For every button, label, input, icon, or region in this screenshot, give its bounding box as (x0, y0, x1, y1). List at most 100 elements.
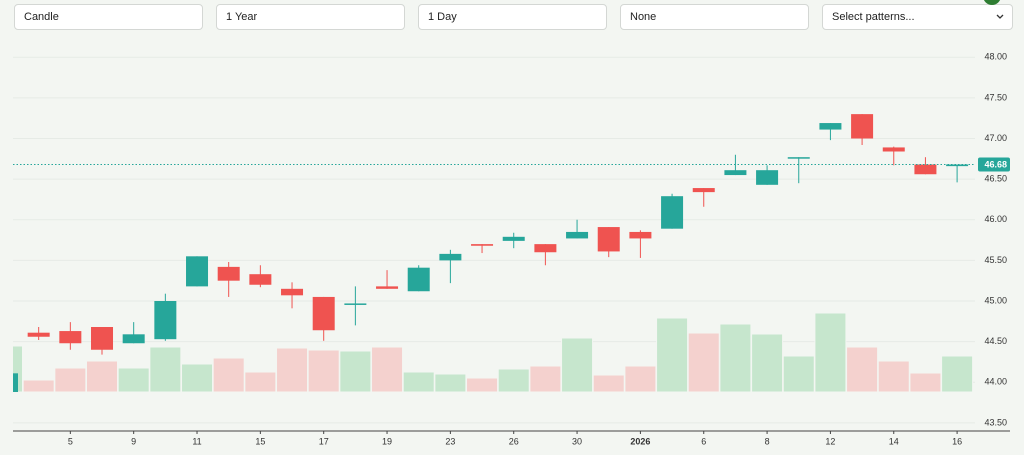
candle-body (534, 244, 557, 253)
volume-bar (846, 346, 879, 393)
y-tick-label: 47.00 (984, 133, 1007, 143)
axes: 48.00 47.50 47.00 46.50 46.00 45.50 45.00 44.50… (68, 52, 1010, 446)
volume-bar (656, 317, 689, 393)
candle-body (249, 274, 272, 285)
x-tick-label: 2026 (630, 436, 650, 446)
pattern-select[interactable]: Select patterns... (822, 4, 1013, 30)
x-tick-label: 16 (952, 436, 962, 446)
candle-body (819, 123, 842, 130)
candle-body (186, 256, 209, 287)
x-tick-label: 17 (319, 436, 329, 446)
volume-bar (402, 371, 435, 393)
volume-bar (117, 367, 150, 393)
volume-bar (13, 345, 23, 393)
volume-bar (624, 365, 657, 393)
volume-bar (181, 363, 214, 393)
last-price-label: 46.68 (984, 159, 1007, 169)
volume-bar (751, 333, 784, 393)
status-dot (983, 0, 1001, 5)
candle-body (692, 188, 715, 193)
candle-body (566, 231, 589, 239)
candle-body (851, 114, 874, 139)
candle-body (629, 231, 652, 239)
x-tick-label: 6 (701, 436, 706, 446)
candle-body (914, 164, 937, 175)
volume-bar (877, 360, 910, 393)
x-tick-label: 12 (825, 436, 835, 446)
y-tick-label: 43.50 (984, 417, 1007, 427)
candle-body (724, 170, 747, 176)
candle-body (882, 147, 905, 152)
y-tick-label: 45.50 (984, 255, 1007, 265)
indicator-select[interactable]: None (620, 4, 809, 30)
y-tick-label: 47.50 (984, 92, 1007, 102)
range-select[interactable]: 1 Year (216, 4, 405, 30)
candle-body (407, 267, 430, 292)
x-tick-label: 15 (255, 436, 265, 446)
x-tick-label: 5 (68, 436, 73, 446)
volume-bar (22, 379, 55, 393)
volume-bar (212, 357, 245, 393)
volume-bar (687, 332, 720, 393)
volume-bar (434, 373, 467, 393)
volume-bar (814, 312, 847, 393)
volume-bar (497, 368, 530, 393)
volume-bar (307, 349, 340, 393)
x-tick-label: 23 (445, 436, 455, 446)
select-label: 1 Day (428, 11, 457, 23)
volume-bar (592, 374, 625, 393)
volume-bar (561, 337, 594, 393)
candle-body (154, 301, 177, 340)
volume-bar (276, 347, 309, 393)
candle-body (344, 303, 367, 305)
y-tick-label: 45.00 (984, 295, 1007, 305)
candle-body (502, 236, 525, 241)
volume-bar (339, 350, 372, 393)
volume-bar (909, 372, 942, 393)
volume-bar (86, 360, 119, 393)
volume-bar (529, 365, 562, 393)
select-label: Candle (24, 11, 59, 23)
x-tick-label: 14 (889, 436, 899, 446)
x-tick-label: 26 (509, 436, 519, 446)
x-tick-label: 11 (192, 436, 201, 446)
candle-body (281, 288, 304, 296)
plot-area (13, 114, 975, 393)
candle-body (91, 327, 114, 350)
candle-body (312, 296, 335, 331)
interval-select[interactable]: 1 Day (418, 4, 607, 30)
select-label: None (630, 11, 657, 23)
y-tick-label: 46.00 (984, 214, 1007, 224)
candle-body (217, 266, 240, 281)
y-tick-label: 48.00 (984, 52, 1007, 62)
candle-body (122, 334, 145, 344)
x-tick-label: 19 (382, 436, 392, 446)
y-tick-label: 46.50 (984, 174, 1007, 184)
y-tick-label: 44.00 (984, 377, 1007, 387)
candle-body (756, 170, 779, 185)
candle-body (661, 196, 684, 229)
volume-bar (466, 377, 499, 393)
x-tick-label: 30 (572, 436, 582, 446)
candle-body (376, 286, 399, 289)
candle-body (471, 244, 494, 246)
candle-body (597, 227, 620, 252)
volume-bar (244, 371, 277, 393)
chart-type-select[interactable]: Candle (14, 4, 203, 30)
y-tick-label: 44.50 (984, 336, 1007, 346)
candle-body (27, 332, 50, 337)
select-label: 1 Year (226, 11, 258, 23)
candle-body (787, 157, 810, 159)
select-label: Select patterns... (832, 11, 915, 23)
candle-body (59, 331, 82, 344)
volume-bar (54, 367, 87, 393)
x-tick-label: 8 (765, 436, 770, 446)
volume-bar (719, 323, 752, 393)
volume-bar (782, 355, 815, 393)
x-tick-label: 9 (131, 436, 136, 446)
candle-body (13, 373, 18, 392)
volume-bar (371, 346, 404, 393)
candle-body (439, 253, 462, 261)
